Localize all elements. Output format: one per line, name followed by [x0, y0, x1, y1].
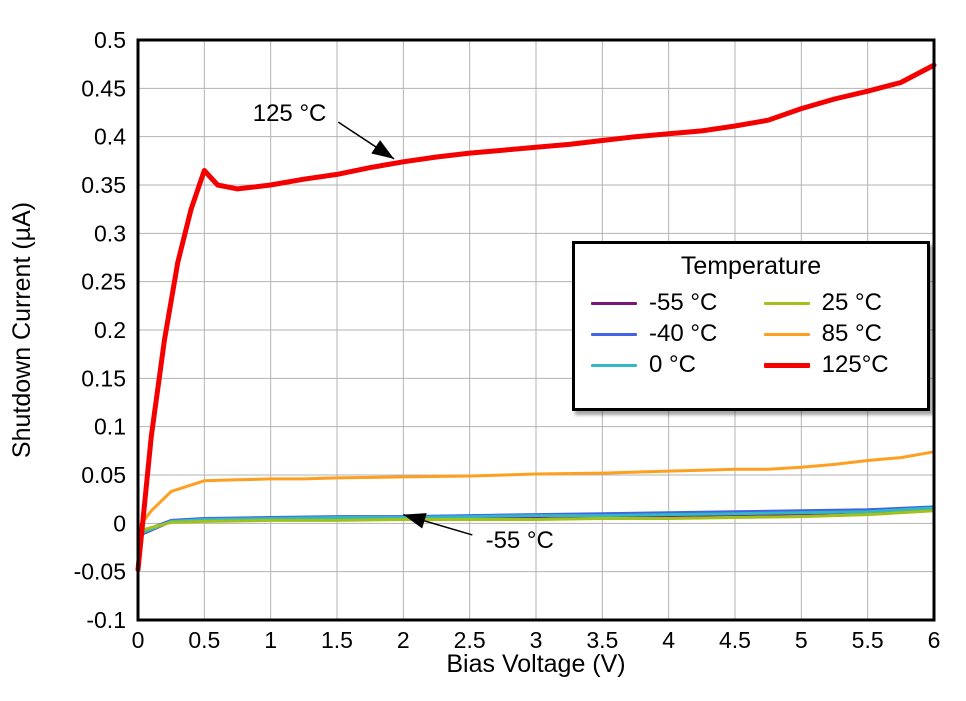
- x-tick-label: 5: [795, 627, 808, 653]
- series-125C: [135, 62, 937, 573]
- legend-item-25C: 25 °C: [763, 289, 911, 317]
- x-tick-label: 2: [397, 627, 410, 653]
- y-tick-label: 0.35: [81, 172, 126, 198]
- x-axis-title: Bias Voltage (V): [446, 650, 625, 678]
- x-tick-label: 1: [264, 627, 277, 653]
- y-tick-label: 0.25: [81, 269, 126, 295]
- y-tick-label: 0.2: [94, 317, 126, 343]
- y-tick-label: 0: [113, 510, 126, 536]
- annotation-arrowhead: [371, 140, 395, 159]
- legend-item-minus40C: -40 °C: [591, 320, 740, 348]
- x-tick-label: 6: [928, 627, 941, 653]
- x-tick-label: 4.5: [719, 627, 751, 653]
- y-tick-label: -0.05: [74, 559, 126, 585]
- x-tick-label: 0: [132, 627, 145, 653]
- legend-item-0C: 0 °C: [591, 351, 740, 379]
- legend-label-minus40C: -40 °C: [649, 320, 718, 347]
- y-tick-label: 0.1: [94, 414, 126, 440]
- y-tick-label: 0.3: [94, 220, 126, 246]
- x-tick-label: 5.5: [852, 627, 884, 653]
- x-tick-label: 0.5: [188, 627, 220, 653]
- legend-swatch-125C: [763, 362, 810, 368]
- legend-label-125C: 125°C: [821, 351, 889, 378]
- series-85C: [136, 450, 936, 530]
- legend-title: Temperature: [680, 252, 822, 280]
- legend-entries: -55 °C -40 °C 0 °C 25 °C 85 °C 125°C: [591, 289, 911, 379]
- legend-label-85C: 85 °C: [821, 320, 882, 347]
- y-tick-label: 0.5: [94, 27, 126, 53]
- y-tick-label: 0.05: [81, 462, 126, 488]
- legend-swatch-85C: [763, 332, 810, 336]
- legend-label-25C: 25 °C: [821, 289, 882, 316]
- legend: Temperature -55 °C -40 °C 0 °C 25 °C 85 °C 12…: [572, 241, 930, 411]
- legend-swatch-0C: [591, 363, 637, 367]
- y-axis-title: Shutdown Current (µA): [8, 202, 36, 458]
- x-tick-label: 1.5: [321, 627, 353, 653]
- legend-label-minus55C: -55 °C: [649, 289, 718, 316]
- y-tick-label: 0.15: [81, 365, 126, 391]
- legend-label-0C: 0 °C: [649, 351, 696, 378]
- series-25C: [136, 509, 936, 533]
- legend-item-125C: 125°C: [763, 351, 911, 379]
- legend-swatch-25C: [763, 301, 810, 305]
- legend-swatch-minus40C: [591, 332, 637, 336]
- legend-item-minus55C: -55 °C: [591, 289, 740, 317]
- x-tick-label: 2.5: [454, 627, 486, 653]
- annotation-label: -55 °C: [486, 527, 554, 554]
- annotation-label: 125 °C: [253, 100, 327, 127]
- legend-item-85C: 85 °C: [763, 320, 911, 348]
- y-tick-label: 0.45: [81, 75, 126, 101]
- y-tick-label: -0.1: [86, 607, 126, 633]
- y-tick-label: 0.4: [94, 124, 126, 150]
- x-tick-label: 3: [530, 627, 543, 653]
- plot-border: [136, 38, 936, 622]
- annotation-arrowhead: [403, 513, 427, 529]
- plot-generated-layers: 0 0.5 1 1.5 2 2.5 3 3.5 4 4.5 5 5.5 6 -0.1 -0.05 0 0.05 0…: [74, 27, 941, 653]
- x-tick-label: 4: [662, 627, 675, 653]
- series-0C: [136, 506, 936, 537]
- legend-swatch-minus55C: [591, 301, 637, 305]
- x-tick-label: 3.5: [586, 627, 618, 653]
